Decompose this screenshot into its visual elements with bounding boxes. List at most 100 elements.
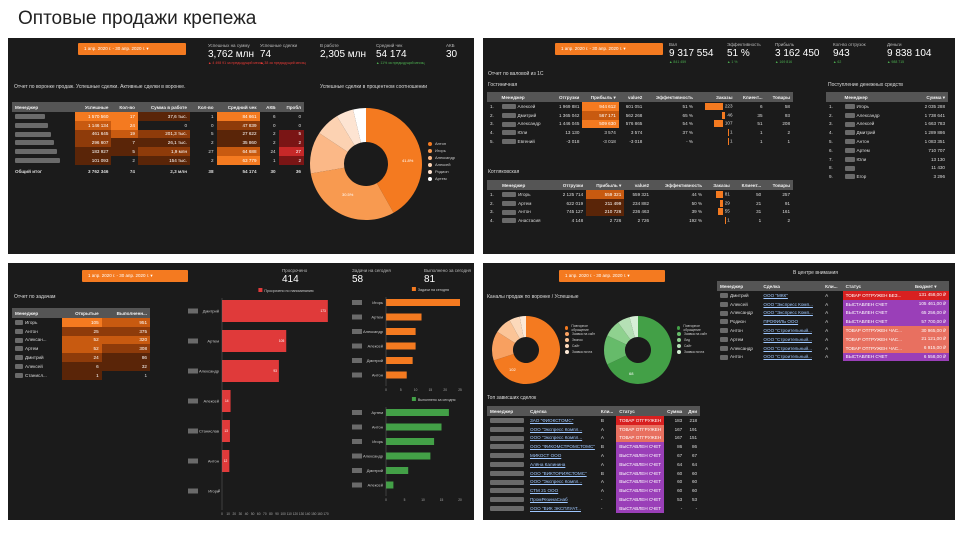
deal-link[interactable]: МИКОСТ ООО: [530, 453, 562, 459]
done-bar[interactable]: [386, 452, 431, 460]
legend-label: Повторное обращение: [571, 324, 589, 332]
table-row[interactable]: Антон 25 375: [12, 326, 150, 336]
deal-link[interactable]: ЗАО "ФИОКСТОМС": [530, 417, 574, 423]
today-bar[interactable]: [386, 371, 407, 379]
done-bar[interactable]: [386, 438, 435, 445]
deal-link[interactable]: ООО "Строительный...: [763, 354, 812, 360]
overdue-bar[interactable]: [222, 450, 230, 472]
table-row[interactable]: 101 093 2 154 тыс. 2 63 779 1 2: [12, 155, 304, 165]
overdue-bar[interactable]: [222, 300, 328, 322]
table-row[interactable]: ПромРезинаСнаб - ВЫСТАВЛЕН СЧЕТ 53 53: [487, 495, 700, 504]
table-row[interactable]: ООО "ФИКОМСТРОМСТОМС" В ВЫСТАВЛЕН СЧЕТ 86 86: [487, 442, 700, 452]
blurred-name: [15, 337, 23, 343]
table-row[interactable]: Дмитрий ООО "МКК" А ТОВАР ОТГРУЖЕН БЕЗ... 13…: [717, 291, 949, 300]
table-row[interactable]: 7. Юли 13 130: [826, 155, 948, 164]
deal-link[interactable]: ООО "МКК": [763, 292, 788, 298]
table-row[interactable]: Игорь 105 951: [12, 318, 150, 327]
deal-link[interactable]: СТМ 21 ООО: [530, 488, 559, 494]
table-row[interactable]: ООО "ВИКТОРИЯСТОМС" В ВЫСТАВЛЕН СЧЕТ 60 60: [487, 468, 700, 478]
overdue-bar[interactable]: [222, 330, 287, 352]
overdue-bar[interactable]: [222, 390, 231, 412]
table-row[interactable]: 9. Егор 3 296: [826, 172, 948, 181]
table-row[interactable]: Алексан... 52 320: [12, 335, 150, 345]
deal-link[interactable]: ООО "Экспресс Комп...: [763, 301, 813, 307]
table-row[interactable]: Александр ООО "Строительный... А ТОВАР ОТГР…: [717, 343, 949, 353]
table-row[interactable]: Антон ООО "Строительный... А ТОВАР ОТГРУЖЕН…: [717, 326, 949, 335]
table-cell: 2: [132, 157, 135, 163]
date-range-picker[interactable]: 1 апр. 2020 г. - 30 апр. 2020 г. ▾: [555, 43, 663, 55]
table-row[interactable]: Артем ООО "Строительный... А ТОВАР ОТГРУЖЕН…: [717, 334, 949, 344]
table-row[interactable]: Станисл... 1 1: [12, 370, 150, 380]
deal-link[interactable]: ПромРезинаСнаб: [530, 497, 568, 503]
table-row[interactable]: Родион ПРОФИЛЬ ООО А ВЫСТАВЛЕН СЧЕТ 57 700,0…: [717, 317, 949, 327]
table-row[interactable]: 6. Артем 710 707: [826, 146, 948, 155]
overdue-bar[interactable]: [222, 360, 279, 382]
table-row[interactable]: 183 927 5 1,9 млн 27 64 688 24 27: [12, 147, 304, 156]
table-row[interactable]: ЗАО "ФИОКСТОМС" В ТОВАР ОТГРУЖЕН 183 218: [487, 416, 700, 425]
deal-link[interactable]: ООО "Экспресс Компл...: [530, 435, 583, 441]
table-row[interactable]: 1. Игорь 2 125 714 559 321 559 321 44 % 81 50 25…: [487, 190, 793, 199]
deal-link[interactable]: ООО "ВИКТОРИЯСТОМС": [530, 470, 587, 476]
deal-link[interactable]: ООО "Строительный...: [763, 345, 812, 351]
deal-link[interactable]: ООО "ФИКОМСТРОМСТОМС": [530, 444, 595, 450]
table-row[interactable]: 4. Дмитрий 1 289 886: [826, 128, 948, 137]
table-row[interactable]: СТМ 21 ООО А ВЫСТАВЛЕН СЧЕТ 60 60: [487, 486, 700, 496]
table-row[interactable]: 1. Алексей 1 969 881 944 612 601 051 51 % 223 6…: [487, 102, 793, 111]
table-row[interactable]: 5. Антон 1 083 351: [826, 137, 948, 146]
table-row[interactable]: Алексей 6 32: [12, 361, 150, 371]
deal-link[interactable]: ООО "Экспресс Комп...: [763, 310, 813, 316]
legend-dot: [428, 148, 432, 153]
date-range-picker[interactable]: 1 апр. 2020 г. - 30 апр. 2020 г. ▾: [559, 270, 665, 282]
table-row[interactable]: 3. Александр 1 446 045 509 630 576 865 54 % 10…: [487, 119, 793, 129]
table-row[interactable]: ООО "ВИК ЭКСПЛУАТ... - ВЫСТАВЛЕН СЧЕТ - -: [487, 503, 700, 513]
table-row[interactable]: 3. Алексей 1 663 783: [826, 120, 948, 129]
table-row[interactable]: МИКОСТ ООО А ВЫСТАВЛЕН СЧЕТ 67 67: [487, 451, 700, 460]
deal-link[interactable]: ООО "Строительный...: [763, 328, 812, 334]
date-range-picker[interactable]: 1 апр. 2020 г. - 30 апр. 2020 г. ▾: [78, 43, 186, 55]
table-row[interactable]: 296 607 7 26,1 тыс. 2 35 860 2 2: [12, 138, 304, 148]
table-row[interactable]: Дмитрий 24 86: [12, 353, 150, 362]
table-row[interactable]: Алексей ООО "Экспресс Комп... А ВЫСТАВЛЕН С…: [717, 299, 949, 309]
table-row[interactable]: 8. 11 430: [826, 164, 948, 173]
table-row[interactable]: 2. Дмитрий 1 365 042 567 171 562 268 65 % 46 35…: [487, 110, 793, 120]
table-row[interactable]: 1. Игорь 2 035 288: [826, 102, 948, 111]
table-row[interactable]: ООО "Экспресс Компл... А ТОВАР ОТГРУЖЕН 167…: [487, 433, 700, 443]
today-bar[interactable]: [386, 313, 422, 321]
done-bar[interactable]: [386, 423, 442, 431]
deal-link[interactable]: ООО "Строительный...: [763, 336, 812, 342]
overdue-bar[interactable]: [222, 420, 230, 442]
table-row[interactable]: 2. Александр 1 738 641: [826, 111, 948, 120]
table-cell: 211 499: [586, 198, 625, 208]
today-bar[interactable]: [386, 357, 413, 364]
deal-link[interactable]: ПРОФИЛЬ ООО: [763, 319, 799, 325]
deal-link[interactable]: ООО "Экспресс Компл...: [530, 479, 583, 485]
today-bar[interactable]: [386, 328, 416, 335]
manager-name: Дмитрий: [517, 112, 537, 118]
table-row[interactable]: 2. Артем 622 019 211 499 234 882 50 % 29 21 91: [487, 198, 793, 208]
done-bar[interactable]: [386, 481, 394, 489]
today-bar[interactable]: [386, 342, 416, 350]
table-row[interactable]: 3. Антон 745 127 210 726 236 463 39 % 55 31 161: [487, 207, 793, 217]
deal-link[interactable]: ООО "Экспресс Компл...: [530, 426, 583, 432]
done-bar[interactable]: [386, 467, 409, 474]
table-row[interactable]: 1 146 134 24 0 0 47 839 0 0: [12, 120, 304, 130]
done-bar[interactable]: [386, 409, 449, 416]
table-row[interactable]: ООО "Экспресс Компл... А ТОВАР ОТГРУЖЕН 167…: [487, 424, 700, 434]
blurred-name: [490, 435, 524, 441]
table-row[interactable]: 461 645 19 201,3 тыс. 5 27 622 2 5: [12, 129, 304, 139]
column-header: Эффективность: [652, 180, 706, 190]
deal-link[interactable]: ООО "ВИК ЭКСПЛУАТ...: [530, 505, 581, 511]
date-range-picker[interactable]: 1 апр. 2020 г. - 30 апр. 2020 г. ▾: [82, 270, 188, 282]
table-row[interactable]: Артем 52 308: [12, 344, 150, 354]
table-row[interactable]: ООО "Экспресс Компл... А ВЫСТАВЛЕН СЧЕТ 60 6…: [487, 477, 700, 487]
table-row[interactable]: Антон ООО "Строительный... А ВЫСТАВЛЕН СЧЕТ…: [717, 352, 949, 362]
table-row[interactable]: 1 570 560 17 37,6 тыс. 1 84 661 6 0: [12, 112, 304, 121]
table-row[interactable]: 5. Евгений -3 018 -3 018 -3 018 - % 1 1 1: [487, 137, 793, 146]
table-row[interactable]: Алёна Калинина А ВЫСТАВЛЕН СЧЕТ 64 64: [487, 459, 700, 469]
table-row[interactable]: 4. Юли 13 130 3 574 3 574 37 % 1 1 2: [487, 128, 793, 137]
manager-cell: [487, 434, 527, 443]
deal-link[interactable]: Алёна Калинина: [530, 461, 566, 467]
table-row[interactable]: Александр ООО "Экспресс Комп... А ВЫСТАВЛЕН…: [717, 308, 949, 318]
table-row[interactable]: 4. Анастасия 4 148 2 726 2 726 192 % 1 1 2: [487, 216, 793, 225]
today-bar[interactable]: [386, 299, 460, 306]
